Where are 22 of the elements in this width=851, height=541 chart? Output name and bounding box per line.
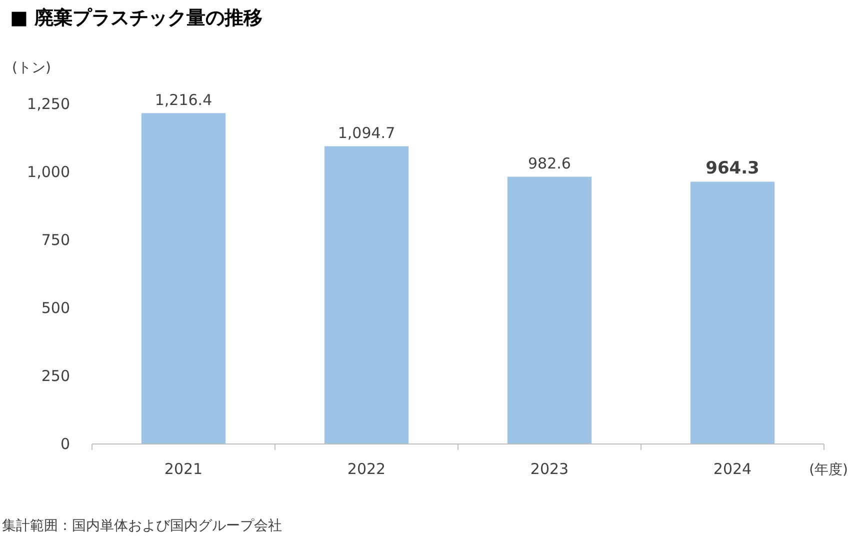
x-tick-label: 2022 — [347, 460, 386, 478]
chart-title: ■ 廃棄プラスチック量の推移 — [10, 7, 263, 29]
data-label: 964.3 — [706, 158, 760, 179]
x-tick-label: 2024 — [713, 460, 752, 478]
data-label: 1,216.4 — [154, 91, 212, 110]
x-tick-label: 2023 — [530, 460, 569, 478]
text: 集計範囲：国内単体および国内グループ会社 — [2, 518, 282, 534]
y-tick-label: 250 — [41, 367, 70, 385]
y-tick-label: 0 — [60, 435, 70, 453]
bar — [324, 146, 409, 444]
y-tick-label: 500 — [41, 299, 70, 317]
bar — [690, 182, 775, 444]
y-tick-label: 1,250 — [27, 95, 70, 113]
bar — [507, 176, 592, 444]
bar — [141, 113, 226, 444]
data-label: 1,094.7 — [338, 124, 396, 142]
y-tick-label: 750 — [41, 231, 70, 249]
x-tick-label: 2021 — [164, 460, 203, 478]
x-axis-title: (年度) — [809, 462, 848, 478]
y-tick-label: 1,000 — [27, 163, 70, 181]
data-label: 982.6 — [528, 154, 571, 173]
y-axis-title: (トン) — [12, 60, 51, 76]
